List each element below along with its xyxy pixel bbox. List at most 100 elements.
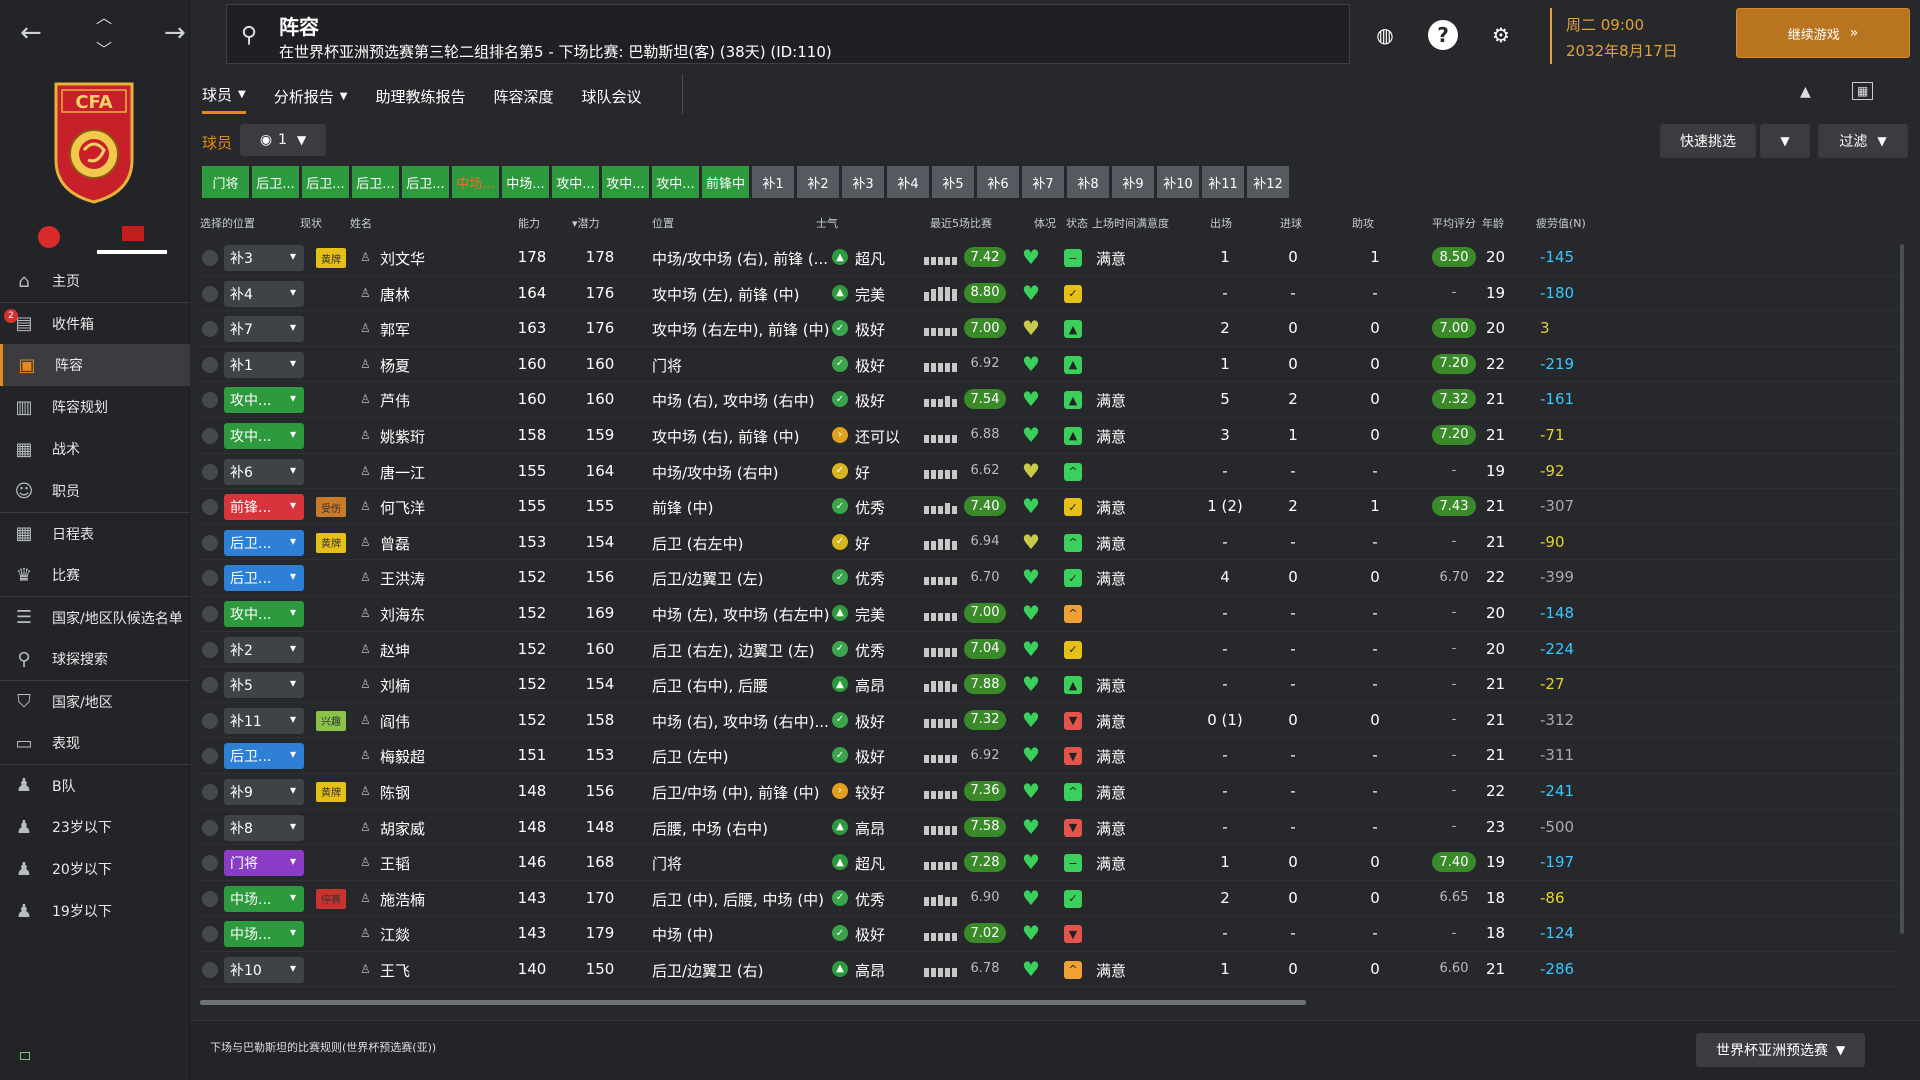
column-header[interactable]: 疲劳值(N)	[1536, 217, 1586, 230]
position-button[interactable]: 攻中...	[602, 166, 649, 198]
forward-arrow-icon[interactable]: →	[164, 18, 186, 48]
position-button[interactable]: 攻中...	[552, 166, 599, 198]
sidebar-item-squad[interactable]: ▣ 阵容	[0, 344, 190, 386]
table-row[interactable]: 补11 ▾ 兴趣 ♙ 阎伟 152 158 中场 (右), 攻中场 (右中)... ✓ 极好 7.3…	[200, 703, 1900, 739]
position-button[interactable]: 中场...	[502, 166, 549, 198]
table-row[interactable]: 前锋... ▾ 受伤 ♙ 何飞洋 155 155 前锋 (中) ✓ 优秀 7.40 ♥ ✓ 满意 1 (2)…	[200, 489, 1900, 525]
social-icon[interactable]: ◍	[1376, 23, 1394, 47]
player-name[interactable]: 阎伟	[380, 712, 411, 731]
club-flag-icon[interactable]	[38, 226, 60, 248]
position-select[interactable]: 攻中... ▾	[224, 422, 304, 449]
select-checkbox[interactable]	[202, 534, 218, 551]
position-button[interactable]: 补12	[1247, 166, 1289, 198]
player-name[interactable]: 刘文华	[380, 250, 426, 268]
column-header[interactable]: 状态	[1066, 217, 1088, 230]
column-header[interactable]: 最近5场比赛	[930, 217, 992, 230]
position-select[interactable]: 后卫... ▾	[224, 743, 304, 770]
position-select[interactable]: 补7 ▾	[224, 316, 304, 343]
player-name[interactable]: 施浩楠	[380, 890, 426, 909]
position-button[interactable]: 前锋中	[702, 166, 749, 198]
help-icon[interactable]: ?	[1428, 20, 1458, 50]
position-button[interactable]: 补9	[1112, 166, 1154, 198]
continue-button[interactable]: 继续游戏 »	[1736, 8, 1910, 58]
column-header[interactable]: 现状	[300, 217, 322, 230]
layout-icon[interactable]: ▦	[1852, 82, 1874, 100]
position-select[interactable]: 补1 ▾	[224, 351, 304, 378]
player-name[interactable]: 赵坤	[380, 641, 411, 660]
china-flag-icon[interactable]	[122, 226, 144, 241]
player-name[interactable]: 郭军	[380, 321, 411, 340]
position-button[interactable]: 补2	[797, 166, 839, 198]
select-checkbox[interactable]	[202, 285, 218, 302]
table-row[interactable]: 攻中... ▾ ♙ 姚紫珩 158 159 攻中场 (右), 前锋 (中) › 还可以 6.88 ♥…	[200, 418, 1900, 454]
column-header[interactable]: 上场时间满意度	[1092, 217, 1169, 230]
select-checkbox[interactable]	[202, 570, 218, 587]
table-row[interactable]: 门将 ▾ ♙ 王韬 146 168 门将 ▲ 超凡 7.28 ♥ − 满意 1 0 0 7.40 19 -197	[200, 845, 1900, 881]
team-crest-logo[interactable]: CFA	[52, 80, 136, 204]
select-checkbox[interactable]	[202, 321, 218, 338]
player-name[interactable]: 江燚	[380, 926, 411, 945]
column-header[interactable]: 能力	[518, 217, 540, 230]
tab-players[interactable]: 球员 ▼	[202, 78, 246, 114]
position-select[interactable]: 补10 ▾	[224, 956, 304, 983]
position-select[interactable]: 补3 ▾	[224, 245, 304, 271]
position-button[interactable]: 补8	[1067, 166, 1109, 198]
select-checkbox[interactable]	[202, 250, 218, 266]
filter-button[interactable]: 过滤 ▼	[1818, 124, 1908, 158]
table-row[interactable]: 补4 ▾ ♙ 唐林 164 176 攻中场 (左), 前锋 (中) ▲ 完美 8.80 ♥ ✓ - - - -…	[200, 276, 1900, 312]
player-name[interactable]: 姚紫珩	[380, 427, 426, 446]
position-select[interactable]: 补4 ▾	[224, 280, 304, 307]
column-header[interactable]: 年龄	[1482, 217, 1504, 230]
sidebar-item-inbox[interactable]: 2 ▤ 收件箱	[0, 302, 190, 344]
position-button[interactable]: 后卫...	[352, 166, 399, 198]
view-selector[interactable]: ◉ 1 ▼	[240, 124, 326, 156]
position-select[interactable]: 攻中... ▾	[224, 387, 304, 414]
table-row[interactable]: 补8 ▾ ♙ 胡家威 148 148 后腰, 中场 (右中) ▲ 高昂 7.58 ♥ ▼ 满意 - - - - 2…	[200, 810, 1900, 846]
table-row[interactable]: 中场... ▾ 停赛 ♙ 施浩楠 143 170 后卫 (中), 后腰, 中场 (中) ✓ 优秀 6…	[200, 881, 1900, 917]
chevron-down-icon[interactable]: ﹀	[96, 40, 113, 59]
table-row[interactable]: 攻中... ▾ ♙ 刘海东 152 169 中场 (左), 攻中场 (右左中) ▲ 完美 7.00…	[200, 596, 1900, 632]
column-header[interactable]: 进球	[1280, 217, 1302, 230]
sidebar-item-performance[interactable]: ▭ 表现	[0, 722, 190, 764]
position-button[interactable]: 中场...	[452, 166, 499, 198]
player-name[interactable]: 唐一江	[380, 463, 426, 482]
column-header[interactable]: 体况	[1034, 217, 1056, 230]
column-header[interactable]: 选择的位置	[200, 217, 255, 230]
select-checkbox[interactable]	[202, 677, 218, 694]
match-rules-link[interactable]: 下场与巴勒斯坦的比赛规则(世界杯预选赛(亚))	[210, 1041, 437, 1054]
table-row[interactable]: 攻中... ▾ ♙ 芦伟 160 160 中场 (右), 攻中场 (右中) ✓ 极好 7.54 ♥ ▲…	[200, 382, 1900, 418]
column-header[interactable]: 出场	[1210, 217, 1232, 230]
sidebar-item-u23[interactable]: ♟ 23岁以下	[0, 806, 190, 848]
position-button[interactable]: 后卫...	[302, 166, 349, 198]
select-checkbox[interactable]	[202, 926, 218, 943]
horizontal-scrollbar[interactable]	[200, 1000, 1306, 1005]
table-row[interactable]: 后卫... ▾ ♙ 王洪涛 152 156 后卫/边翼卫 (左) ✓ 优秀 6.70 ♥ ✓ 满意 4 0 0…	[200, 560, 1900, 596]
select-checkbox[interactable]	[202, 819, 218, 836]
player-name[interactable]: 唐林	[380, 285, 411, 304]
position-select[interactable]: 后卫... ▾	[224, 565, 304, 592]
select-checkbox[interactable]	[202, 961, 218, 978]
quick-pick-dropdown[interactable]: ▼	[1760, 124, 1810, 158]
sidebar-item-u20[interactable]: ♟ 20岁以下	[0, 848, 190, 890]
position-select[interactable]: 补9 ▾	[224, 778, 304, 805]
table-row[interactable]: 后卫... ▾ 黄牌 ♙ 曾磊 153 154 后卫 (右左中) ✓ 好 6.94 ♥ ^ 满意 - - - - 2…	[200, 525, 1900, 561]
position-select[interactable]: 中场... ▾	[224, 921, 304, 948]
competition-selector[interactable]: 世界杯亚洲预选赛 ▼	[1696, 1033, 1866, 1067]
player-name[interactable]: 梅毅超	[380, 748, 426, 767]
position-select[interactable]: 补2 ▾	[224, 636, 304, 663]
tab-reports[interactable]: 分析报告 ▼	[274, 78, 348, 114]
table-row[interactable]: 补10 ▾ ♙ 王飞 140 150 后卫/边翼卫 (右) ▲ 高昂 6.78 ♥ ^ 满意 1 0 0 6.6…	[200, 952, 1900, 988]
sidebar-item-tactics[interactable]: ▦ 战术	[0, 428, 190, 470]
player-name[interactable]: 刘海东	[380, 605, 426, 624]
table-row[interactable]: 中场... ▾ ♙ 江燚 143 179 中场 (中) ✓ 极好 7.02 ♥ ▼ - - - - 18 -124	[200, 916, 1900, 952]
select-checkbox[interactable]	[202, 392, 218, 409]
select-checkbox[interactable]	[202, 855, 218, 872]
column-header[interactable]: 士气	[816, 217, 838, 230]
player-name[interactable]: 刘楠	[380, 677, 411, 696]
sidebar-item-staff[interactable]: ☺ 职员	[0, 470, 190, 512]
position-select[interactable]: 后卫... ▾	[224, 529, 304, 556]
select-checkbox[interactable]	[202, 641, 218, 658]
select-checkbox[interactable]	[202, 605, 218, 622]
position-button[interactable]: 补10	[1157, 166, 1199, 198]
player-name[interactable]: 曾磊	[380, 534, 411, 553]
